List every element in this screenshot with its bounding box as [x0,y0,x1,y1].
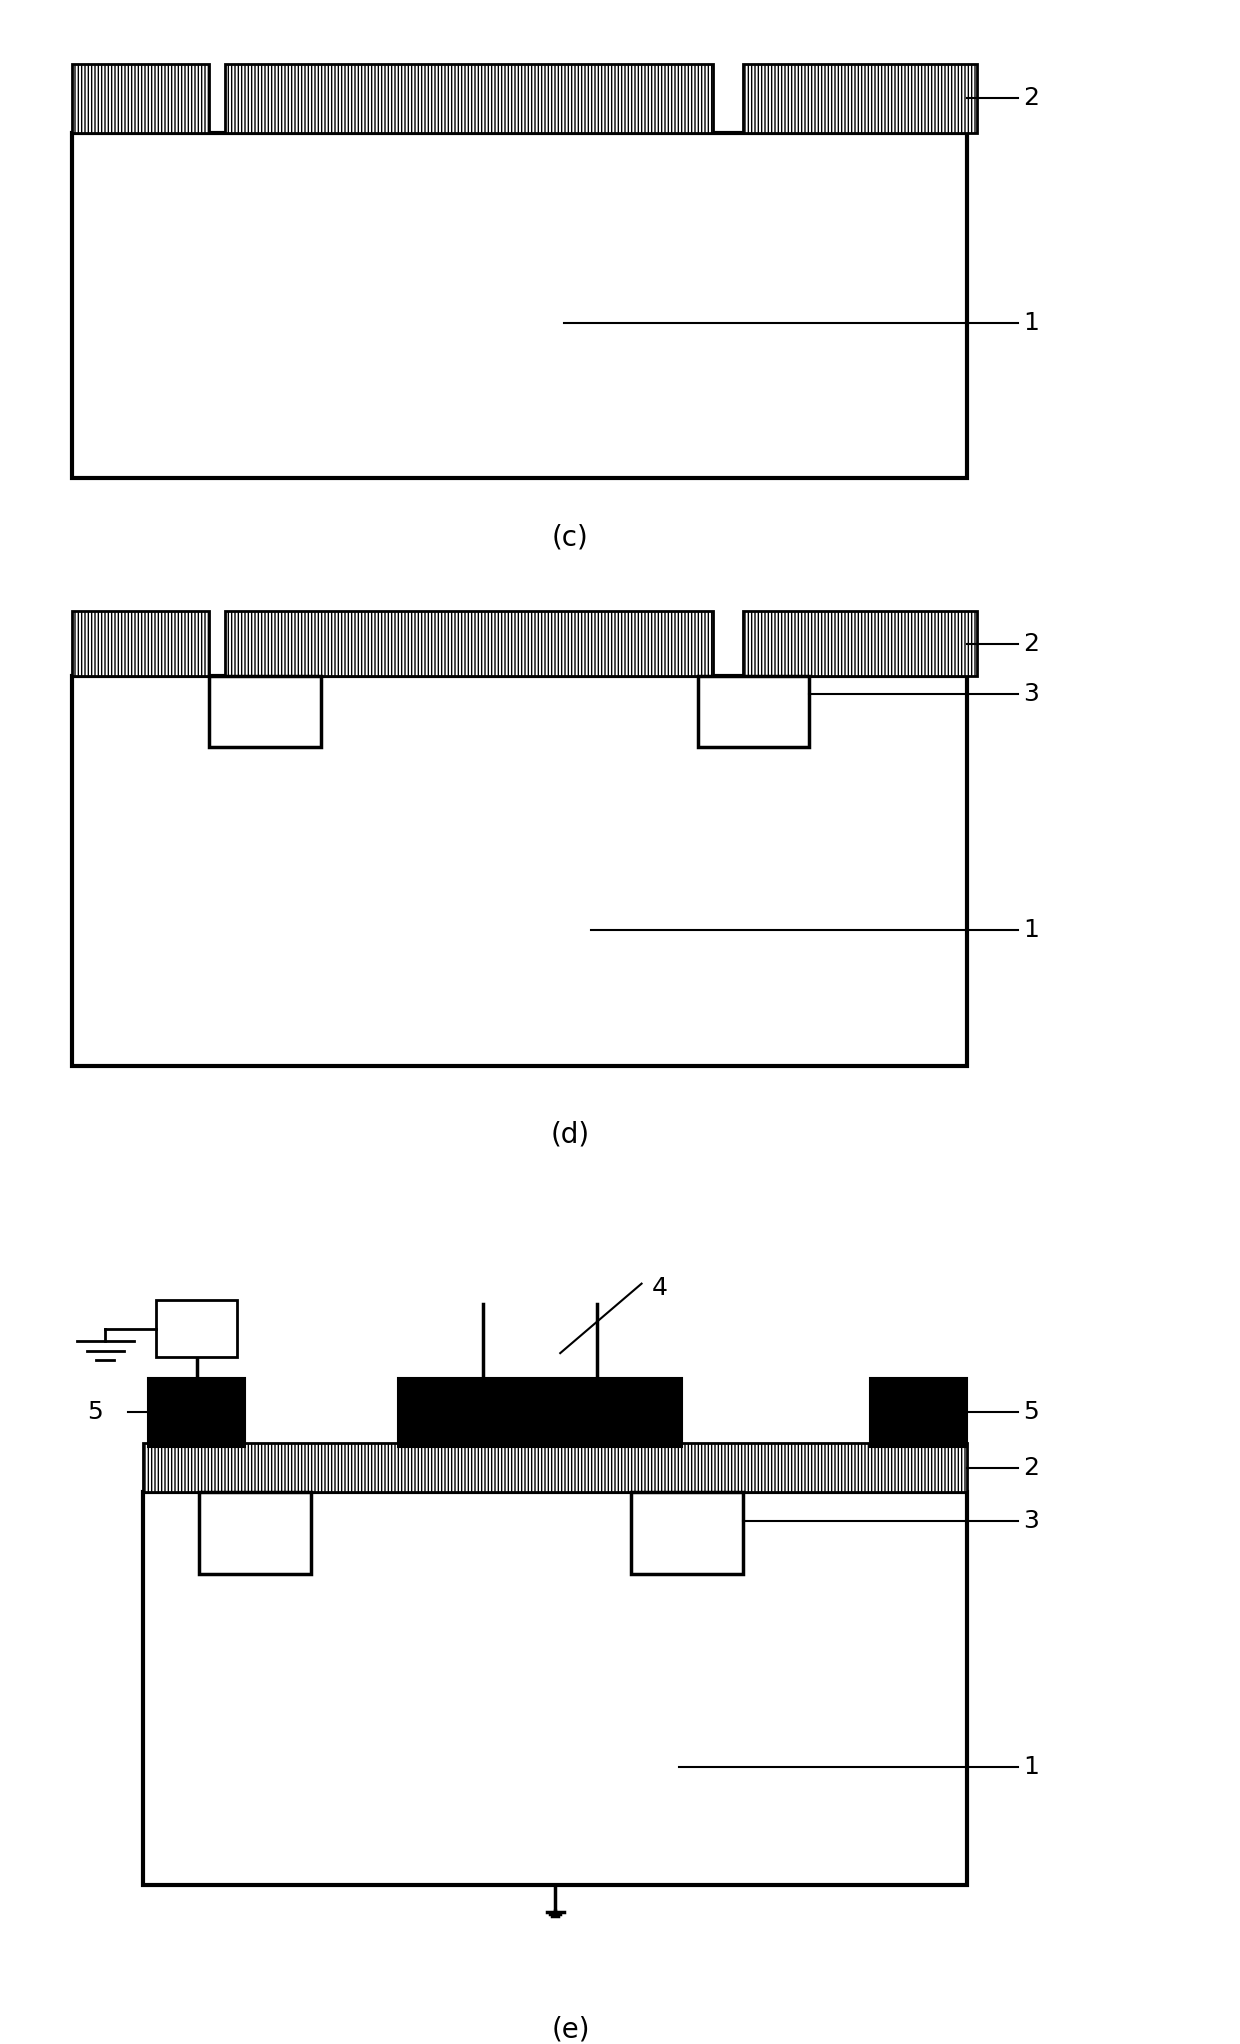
Bar [144,1492,967,1885]
Text: 1: 1 [1023,1756,1039,1778]
Bar [156,1300,237,1357]
Bar [697,677,810,746]
Text: (c): (c) [552,523,589,552]
Text: 2: 2 [1023,86,1039,110]
Text: 2: 2 [1023,1455,1039,1480]
Text: 1: 1 [1023,311,1039,335]
Text: (d): (d) [551,1120,590,1149]
Text: 1: 1 [1023,918,1039,942]
Bar [210,677,321,746]
Bar [144,1443,967,1492]
Bar [224,611,713,677]
Bar [743,63,977,133]
Bar [200,1492,311,1574]
Bar [72,611,210,677]
Bar [870,1378,967,1447]
Bar [149,1378,246,1447]
Text: 3: 3 [1023,683,1039,705]
Bar [398,1378,682,1447]
Text: (e): (e) [551,2015,590,2044]
Text: 2: 2 [1023,632,1039,656]
Bar [743,611,977,677]
Bar [631,1492,743,1574]
Text: 5: 5 [1023,1400,1039,1425]
Bar [72,133,967,478]
Text: 5: 5 [87,1400,103,1425]
Text: 3: 3 [1023,1508,1039,1533]
Bar [72,677,967,1067]
Text: 4: 4 [652,1275,668,1300]
Bar [72,63,210,133]
Bar [224,63,713,133]
